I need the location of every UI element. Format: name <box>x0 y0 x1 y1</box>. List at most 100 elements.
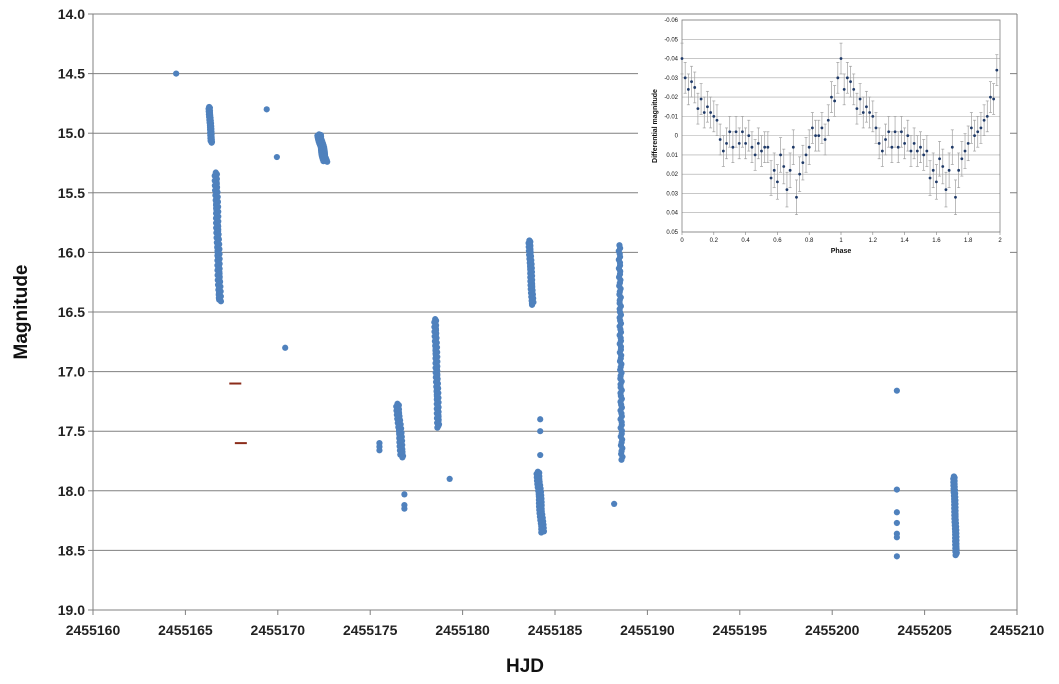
inset-x-tick-label: 1.8 <box>964 238 973 244</box>
x-tick-label: 2455170 <box>251 622 306 638</box>
inset-data-point <box>709 111 713 114</box>
inset-data-point <box>877 141 881 145</box>
inset-data-point <box>766 145 770 149</box>
inset-data-point <box>954 195 957 199</box>
inset-data-point <box>833 99 837 103</box>
inset-data-point <box>912 141 916 145</box>
data-point <box>893 553 900 560</box>
phase-inset-chart: -0.06 -0.05 -0.04 -0.03 -0.02 -0.01 0 0.01 0.02 0… <box>638 16 1010 262</box>
inset-x-tick-label: 0.8 <box>805 238 814 244</box>
inset-data-point <box>823 138 827 141</box>
inset-data-point <box>686 87 690 91</box>
inset-data-points <box>680 57 999 199</box>
inset-x-tick-label: 0 <box>680 238 684 244</box>
x-tick-label: 2455195 <box>713 622 768 638</box>
y-tick-label: 19.0 <box>58 602 85 618</box>
inset-data-point <box>807 145 811 149</box>
inset-data-point <box>979 126 983 130</box>
inset-y-tick-label: -0.05 <box>664 37 678 43</box>
inset-data-point <box>900 130 903 134</box>
inset-data-point <box>855 107 859 111</box>
inset-data-point <box>966 141 970 145</box>
data-point <box>273 153 280 161</box>
inset-data-point <box>744 141 747 145</box>
data-point <box>324 158 331 165</box>
y-tick-label: 16.5 <box>58 304 85 320</box>
x-tick-label: 2455175 <box>343 622 398 638</box>
inset-data-point <box>845 76 849 80</box>
inset-data-point <box>699 97 703 101</box>
inset-data-point <box>915 149 919 153</box>
inset-data-point <box>760 149 763 153</box>
inset-data-point <box>963 149 967 153</box>
inset-data-point <box>947 168 951 172</box>
inset-data-point <box>880 149 884 153</box>
inset-data-point <box>696 107 700 111</box>
inset-data-point <box>868 111 872 114</box>
inset-data-point <box>680 57 684 60</box>
inset-data-point <box>992 97 996 101</box>
inset-data-point <box>928 176 932 180</box>
inset-data-point <box>718 138 722 141</box>
inset-data-point <box>957 168 961 172</box>
data-point <box>282 344 289 351</box>
data-point <box>376 447 383 454</box>
inset-data-point <box>858 97 862 101</box>
inset-data-point <box>734 130 738 134</box>
inset-data-point <box>922 153 926 157</box>
inset-data-point <box>737 141 741 145</box>
inset-data-point <box>795 195 798 199</box>
y-tick-label: 15.0 <box>58 125 85 141</box>
inset-data-point <box>826 118 830 122</box>
inset-x-tick-label: 1.6 <box>932 238 941 244</box>
inset-data-point <box>982 118 986 122</box>
x-axis-title: HJD <box>506 656 544 677</box>
inset-data-point <box>836 76 840 80</box>
main-tick-labels: 14.0 14.5 15.0 15.5 16.0 16.5 17.0 17.5 18.0 18.5… <box>58 6 1045 638</box>
inset-data-point <box>995 68 999 72</box>
inset-data-point <box>750 145 754 149</box>
inset-data-point <box>938 157 941 161</box>
y-tick-label: 14.0 <box>58 6 85 22</box>
data-point <box>434 424 441 431</box>
inset-data-point <box>776 180 779 184</box>
inset-x-tick-label: 1.2 <box>869 238 878 244</box>
inset-y-tick-label: 0.05 <box>666 230 678 236</box>
inset-data-point <box>906 134 910 138</box>
inset-data-point <box>884 138 887 141</box>
inset-data-point <box>931 168 935 172</box>
x-tick-label: 2455210 <box>990 622 1045 638</box>
data-point <box>217 298 225 305</box>
x-tick-label: 2455165 <box>158 622 213 638</box>
inset-data-point <box>820 126 824 130</box>
upper-limit-markers <box>229 382 247 445</box>
inset-x-axis-title: Phase <box>831 248 852 255</box>
y-tick-label: 17.5 <box>58 423 85 439</box>
inset-data-point <box>693 86 697 89</box>
data-point <box>263 106 270 113</box>
inset-data-point <box>985 114 989 118</box>
x-tick-label: 2455180 <box>435 622 490 638</box>
data-point <box>537 416 544 423</box>
inset-y-tick-label: 0.02 <box>666 172 678 178</box>
data-point <box>893 387 900 394</box>
inset-data-point <box>690 80 693 84</box>
inset-data-point <box>772 168 776 172</box>
inset-data-point <box>903 141 906 145</box>
inset-data-point <box>941 165 945 168</box>
inset-data-point <box>960 157 964 161</box>
data-point <box>893 509 900 516</box>
main-data-points <box>173 70 960 560</box>
inset-data-point <box>842 87 846 91</box>
inset-x-tick-label: 2 <box>998 238 1002 244</box>
inset-data-point <box>976 130 980 134</box>
inset-data-point <box>706 105 709 109</box>
inset-data-point <box>782 165 786 168</box>
data-point <box>537 428 544 435</box>
inset-data-point <box>944 188 948 192</box>
inset-data-point <box>861 111 865 114</box>
inset-data-point <box>769 176 773 180</box>
y-tick-label: 14.5 <box>58 66 85 82</box>
inset-y-tick-label: -0.06 <box>664 18 678 24</box>
data-point <box>538 529 545 536</box>
